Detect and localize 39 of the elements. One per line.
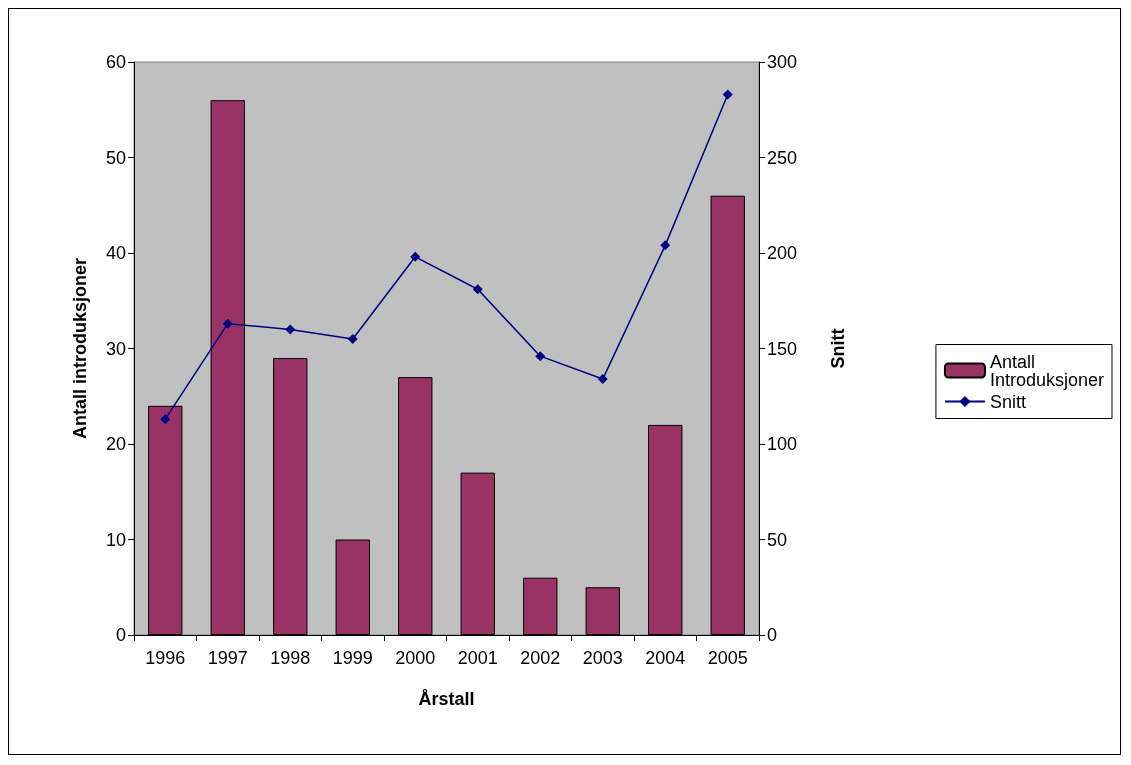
x-tick-label: 1997 <box>207 648 248 668</box>
y2-tick-label: 100 <box>767 434 798 454</box>
point <box>597 374 608 385</box>
point <box>660 240 671 251</box>
x-tick-label: 2003 <box>582 648 623 668</box>
y2-tick-label: 0 <box>767 625 778 645</box>
x-tick-label: 1998 <box>270 648 311 668</box>
y-tick-label: 20 <box>105 434 126 454</box>
x-tick-label: 2001 <box>457 648 498 668</box>
point <box>472 284 483 295</box>
point <box>160 414 171 425</box>
y-tick-label: 10 <box>105 529 126 550</box>
point <box>722 89 733 100</box>
y-tick-label: 30 <box>105 338 126 359</box>
x-tick-label: 2000 <box>395 648 436 668</box>
y2-tick-label: 200 <box>767 243 798 263</box>
y2-tick-label: 250 <box>767 147 798 168</box>
y-tick-label: 0 <box>115 625 126 645</box>
y-tick-label: 50 <box>105 147 126 168</box>
point <box>222 318 233 329</box>
legend-label: Snitt <box>989 391 1026 412</box>
y2-tick-label: 50 <box>767 529 788 550</box>
y2-axis-title: Snitt <box>828 328 848 369</box>
point <box>347 333 358 344</box>
legend-label: Antall Introduksjoner <box>989 351 1105 390</box>
x-tick-label: 2004 <box>645 648 686 668</box>
y-tick-label: 60 <box>105 52 126 72</box>
y-tick-label: 40 <box>105 243 126 263</box>
y2-tick-label: 150 <box>767 338 798 359</box>
y2-tick-label: 300 <box>767 52 798 72</box>
x-tick-label: 1996 <box>145 648 186 668</box>
point <box>285 324 296 335</box>
point <box>535 351 546 362</box>
x-tick-label: 2005 <box>707 648 748 668</box>
y-axis-title: Antall introduksjoner <box>70 257 90 440</box>
point <box>410 251 421 262</box>
x-tick-label: 2002 <box>520 648 561 668</box>
x-tick-label: 1999 <box>332 648 373 668</box>
x-axis-title: Årstall <box>418 689 475 709</box>
